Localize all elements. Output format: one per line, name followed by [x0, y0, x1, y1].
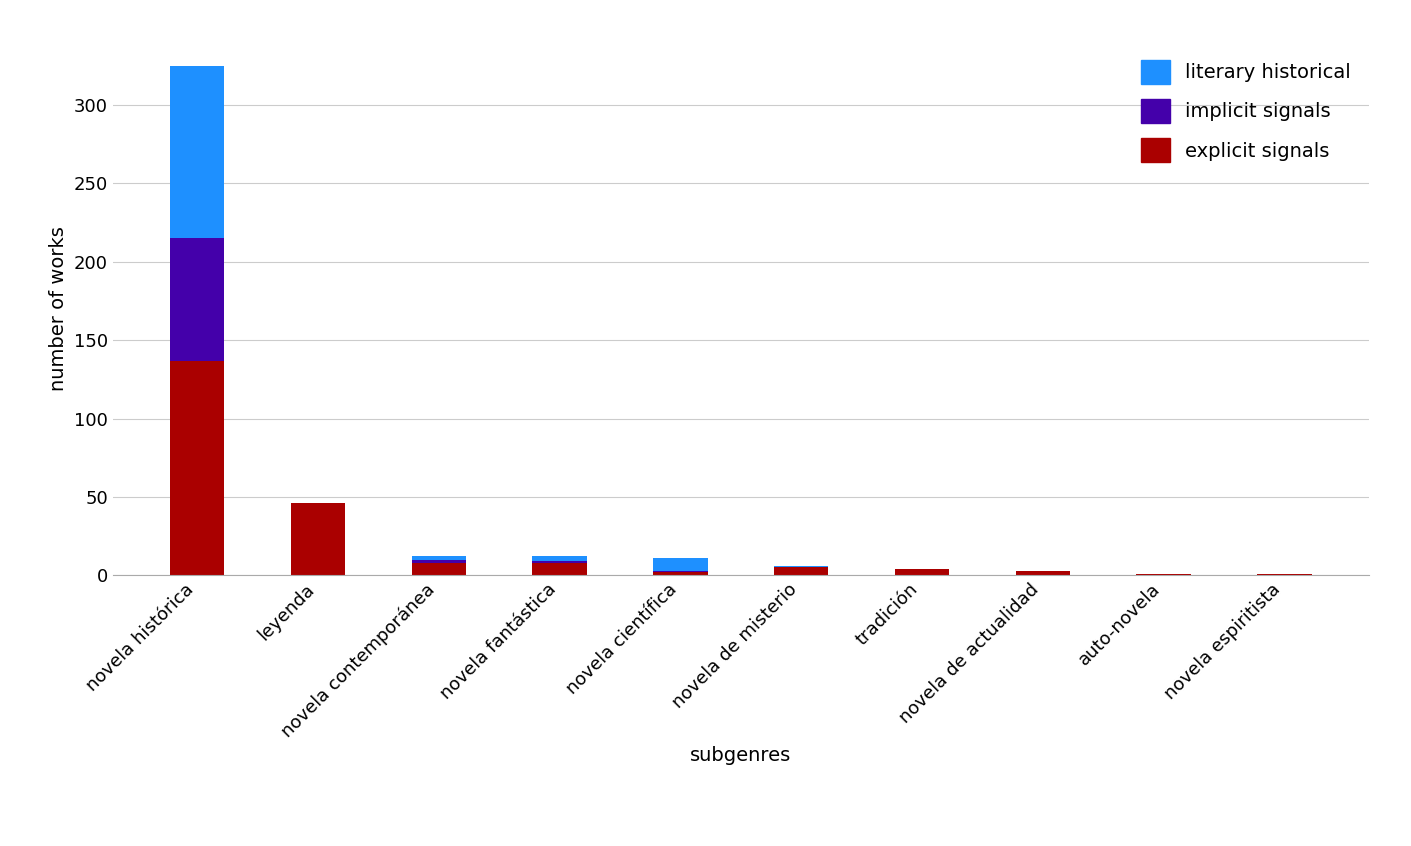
Bar [895, 569, 950, 575]
Bar [775, 566, 828, 568]
Bar [1136, 574, 1191, 575]
Bar [1257, 574, 1312, 575]
Y-axis label: number of works: number of works [49, 227, 68, 391]
Bar [169, 360, 224, 575]
Bar [653, 558, 707, 570]
Bar [653, 572, 707, 575]
Bar [532, 557, 587, 561]
Bar [1016, 570, 1070, 575]
Bar [169, 66, 224, 239]
Bar [412, 557, 466, 559]
Bar [169, 239, 224, 360]
Bar [532, 563, 587, 575]
Bar [412, 559, 466, 563]
Bar [291, 503, 346, 575]
X-axis label: subgenres: subgenres [690, 746, 792, 766]
Bar [775, 568, 828, 575]
Bar [532, 561, 587, 563]
Bar [653, 570, 707, 572]
Bar [412, 563, 466, 575]
Legend: literary historical, implicit signals, explicit signals: literary historical, implicit signals, e… [1133, 52, 1359, 170]
